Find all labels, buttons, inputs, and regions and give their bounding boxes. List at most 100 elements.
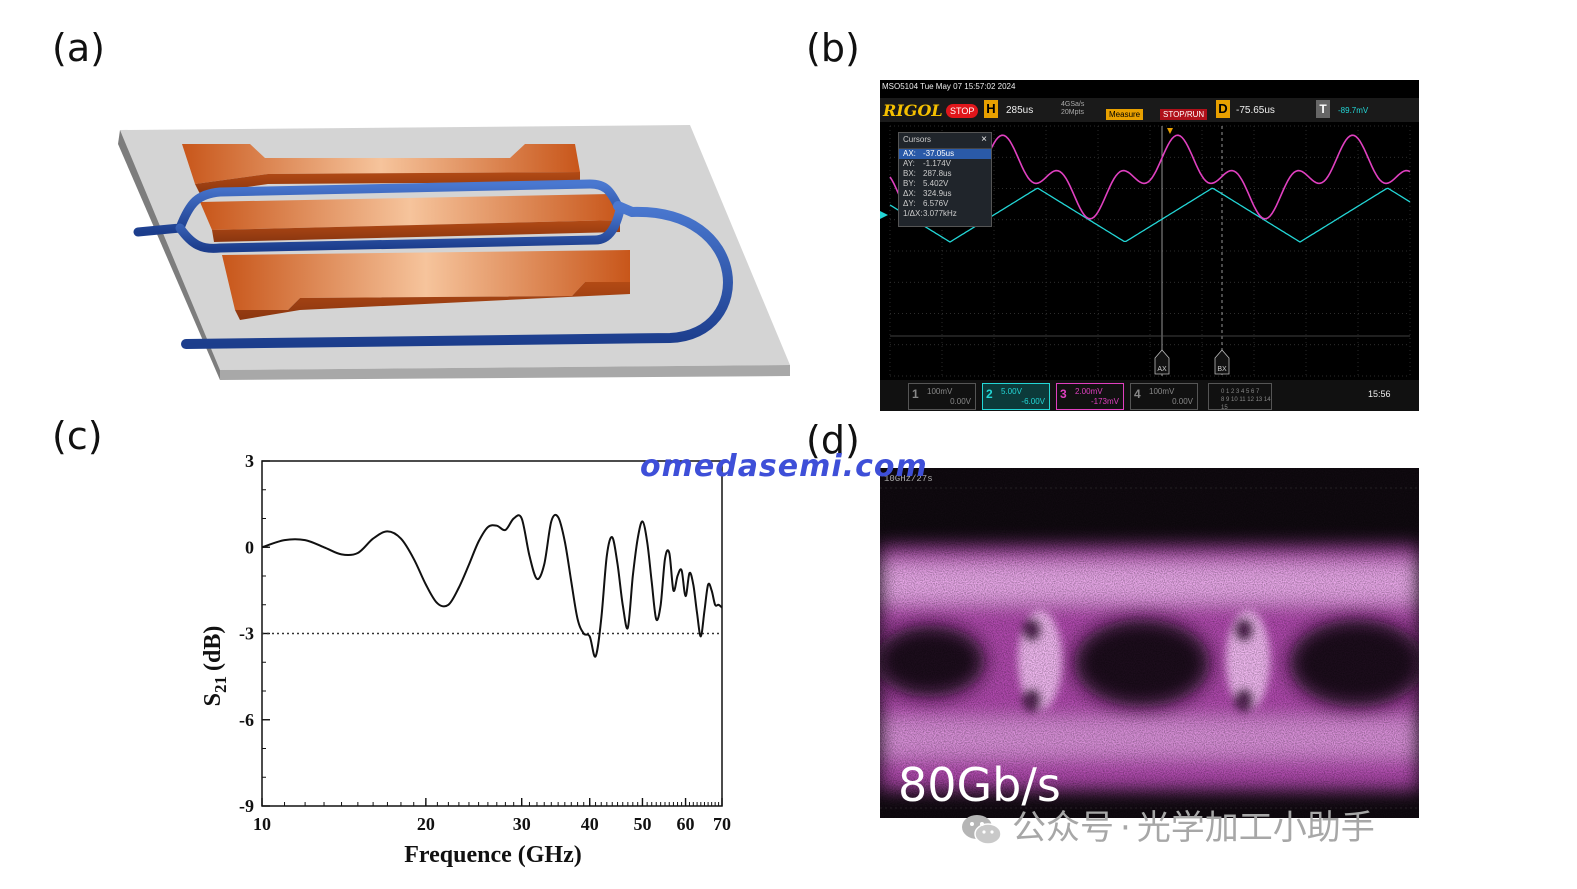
channel-number: 4 xyxy=(1134,387,1141,401)
delay-value: -75.65us xyxy=(1236,105,1275,116)
x-tick-label: 20 xyxy=(417,814,435,834)
sample-rate: 4GSa/s xyxy=(1061,101,1085,108)
wechat-icon xyxy=(962,814,1002,845)
cursor-panel[interactable]: Cursors × AX: -37.05us AY: -1.174V BX: 287.8u… xyxy=(898,132,992,227)
cursor-readout-row: ΔX: 324.9us xyxy=(899,189,991,199)
cursor-readout-key: BY: xyxy=(903,179,916,188)
panel-label-c: (c) xyxy=(52,414,103,458)
trigger-level: -89.7mV xyxy=(1338,106,1369,115)
cursor-readout-key: 1/ΔX: xyxy=(903,209,923,218)
channel-2-box[interactable]: 2 5.00V -6.00V xyxy=(982,383,1050,410)
la-channels-high: 8 9 10 11 12 13 14 15 xyxy=(1221,397,1271,411)
y-label-sub: 21 xyxy=(211,676,230,693)
y-axis-label: S21 (dB) xyxy=(200,626,230,707)
bitrate-label: 80Gb/s xyxy=(898,758,1061,812)
horizontal-key[interactable]: H xyxy=(984,100,998,118)
modulator-device-illustration xyxy=(118,125,790,380)
cursor-readout-key: BX: xyxy=(903,169,916,178)
cursor-readouts: AX: -37.05us AY: -1.174V BX: 287.8us BY: 5.402V… xyxy=(899,149,991,219)
cursor-readout-row: 1/ΔX:3.077kHz xyxy=(899,209,991,219)
channel-offset: -173mV xyxy=(1090,397,1119,406)
channel-number: 3 xyxy=(1060,387,1067,401)
panel-label-d: (d) xyxy=(806,418,860,462)
cursor-readout-value: 5.402V xyxy=(923,179,949,188)
x-tick-label: 40 xyxy=(581,814,599,834)
bottom-electrode xyxy=(222,250,630,320)
cursor-tag-label: BX xyxy=(1217,366,1227,373)
cursor-readout-row: AX: -37.05us xyxy=(899,149,991,159)
cursor-readout-value: 6.576V xyxy=(923,199,949,208)
x-tick-label: 60 xyxy=(677,814,695,834)
delay-key[interactable]: D xyxy=(1216,100,1230,118)
scope-brand: RIGOL xyxy=(883,101,943,120)
x-tick-label: 30 xyxy=(513,814,531,834)
cursor-readout-row: AY: -1.174V xyxy=(899,159,991,169)
eye-overlay-text: 10GHz/27s xyxy=(884,474,933,484)
scope-clock: 15:56 xyxy=(1368,389,1391,399)
channel-3-box[interactable]: 3 2.00mV -173mV xyxy=(1056,383,1124,410)
la-channels-low: 0 1 2 3 4 5 6 7 xyxy=(1221,389,1260,395)
cursor-bx-tag[interactable]: BX xyxy=(1214,349,1230,375)
logic-analyzer-box[interactable]: 0 1 2 3 4 5 6 7 8 9 10 11 12 13 14 15 xyxy=(1208,383,1272,411)
stop-run-button[interactable]: STOP/RUN xyxy=(1160,109,1208,120)
source-credit: 公众号 · 光学加工小助手 xyxy=(960,800,1375,849)
channel-number: 2 xyxy=(986,387,993,401)
y-tick-label: -6 xyxy=(239,710,254,730)
channel-1-box[interactable]: 1 100mV 0.00V xyxy=(908,383,976,410)
y-tick-label: -9 xyxy=(239,796,254,816)
cursor-panel-title: Cursors × xyxy=(899,133,991,149)
cursor-readout-row: ΔY: 6.576V xyxy=(899,199,991,209)
credit-platform: 公众号 xyxy=(1012,808,1114,848)
top-electrode xyxy=(182,144,580,194)
cursor-readout-value: 324.9us xyxy=(923,189,952,198)
oscilloscope-screen: MSO5104 Tue May 07 15:57:02 2024 RIGOL S… xyxy=(880,80,1419,411)
y-label-main: S xyxy=(200,693,226,706)
channel-offset: 0.00V xyxy=(1172,397,1193,406)
cursor-readout-value: 287.8us xyxy=(923,169,952,178)
x-tick-label: 70 xyxy=(713,814,731,834)
channel-2-offset-marker[interactable] xyxy=(880,211,888,219)
x-tick-label: 10 xyxy=(253,814,271,834)
s21-series-line xyxy=(261,513,723,658)
center-electrode xyxy=(200,194,620,242)
eye-pattern xyxy=(880,468,1419,818)
channel-scale: 5.00V xyxy=(1001,387,1022,396)
cursor-readout-row: BX: 287.8us xyxy=(899,169,991,179)
measure-button[interactable]: Measure xyxy=(1106,109,1144,120)
x-tick-label: 50 xyxy=(633,814,651,834)
channel-offset: 0.00V xyxy=(950,397,971,406)
credit-separator: · xyxy=(1120,808,1131,848)
credit-account: 光学加工小助手 xyxy=(1136,808,1375,848)
x-axis-label: Frequence (GHz) xyxy=(404,842,582,868)
acquisition-info: 4GSa/s 20Mpts xyxy=(1061,101,1084,117)
cursor-readout-value: -37.05us xyxy=(923,149,955,158)
cursor-readout-value: -1.174V xyxy=(923,159,952,168)
scope-graticule xyxy=(889,125,1411,377)
cursor-ax-tag[interactable]: AX xyxy=(1154,349,1170,375)
y-tick-label: -3 xyxy=(239,624,254,644)
y-tick-label: 3 xyxy=(245,451,254,471)
trigger-position-marker[interactable] xyxy=(1167,128,1173,134)
y-tick-label: 0 xyxy=(245,537,254,557)
cursor-lines xyxy=(890,126,1410,376)
channel-scale: 100mV xyxy=(1149,387,1175,396)
trigger-key[interactable]: T xyxy=(1316,100,1330,118)
panel-label-a: (a) xyxy=(52,26,105,70)
channel-4-box[interactable]: 4 100mV 0.00V xyxy=(1130,383,1198,410)
scope-header: MSO5104 Tue May 07 15:57:02 2024 xyxy=(882,82,1016,91)
cursor-readout-row: BY: 5.402V xyxy=(899,179,991,189)
channel-scale: 2.00mV xyxy=(1075,387,1103,396)
scope-status-badge[interactable]: STOP xyxy=(946,104,979,118)
watermark: omedasemi.com xyxy=(640,449,928,484)
cursor-readout-key: AX: xyxy=(903,149,916,158)
channel-number: 1 xyxy=(912,387,919,401)
panel-label-b: (b) xyxy=(806,26,860,70)
cursor-tag-label: AX xyxy=(1157,366,1167,373)
timebase-value: 285us xyxy=(1006,105,1034,116)
cursor-readout-key: AY: xyxy=(903,159,915,168)
eye-diagram: 10GHz/27s 80Gb/s xyxy=(880,468,1419,818)
close-icon[interactable]: × xyxy=(981,134,987,145)
cursor-readout-value: 3.077kHz xyxy=(923,209,957,218)
